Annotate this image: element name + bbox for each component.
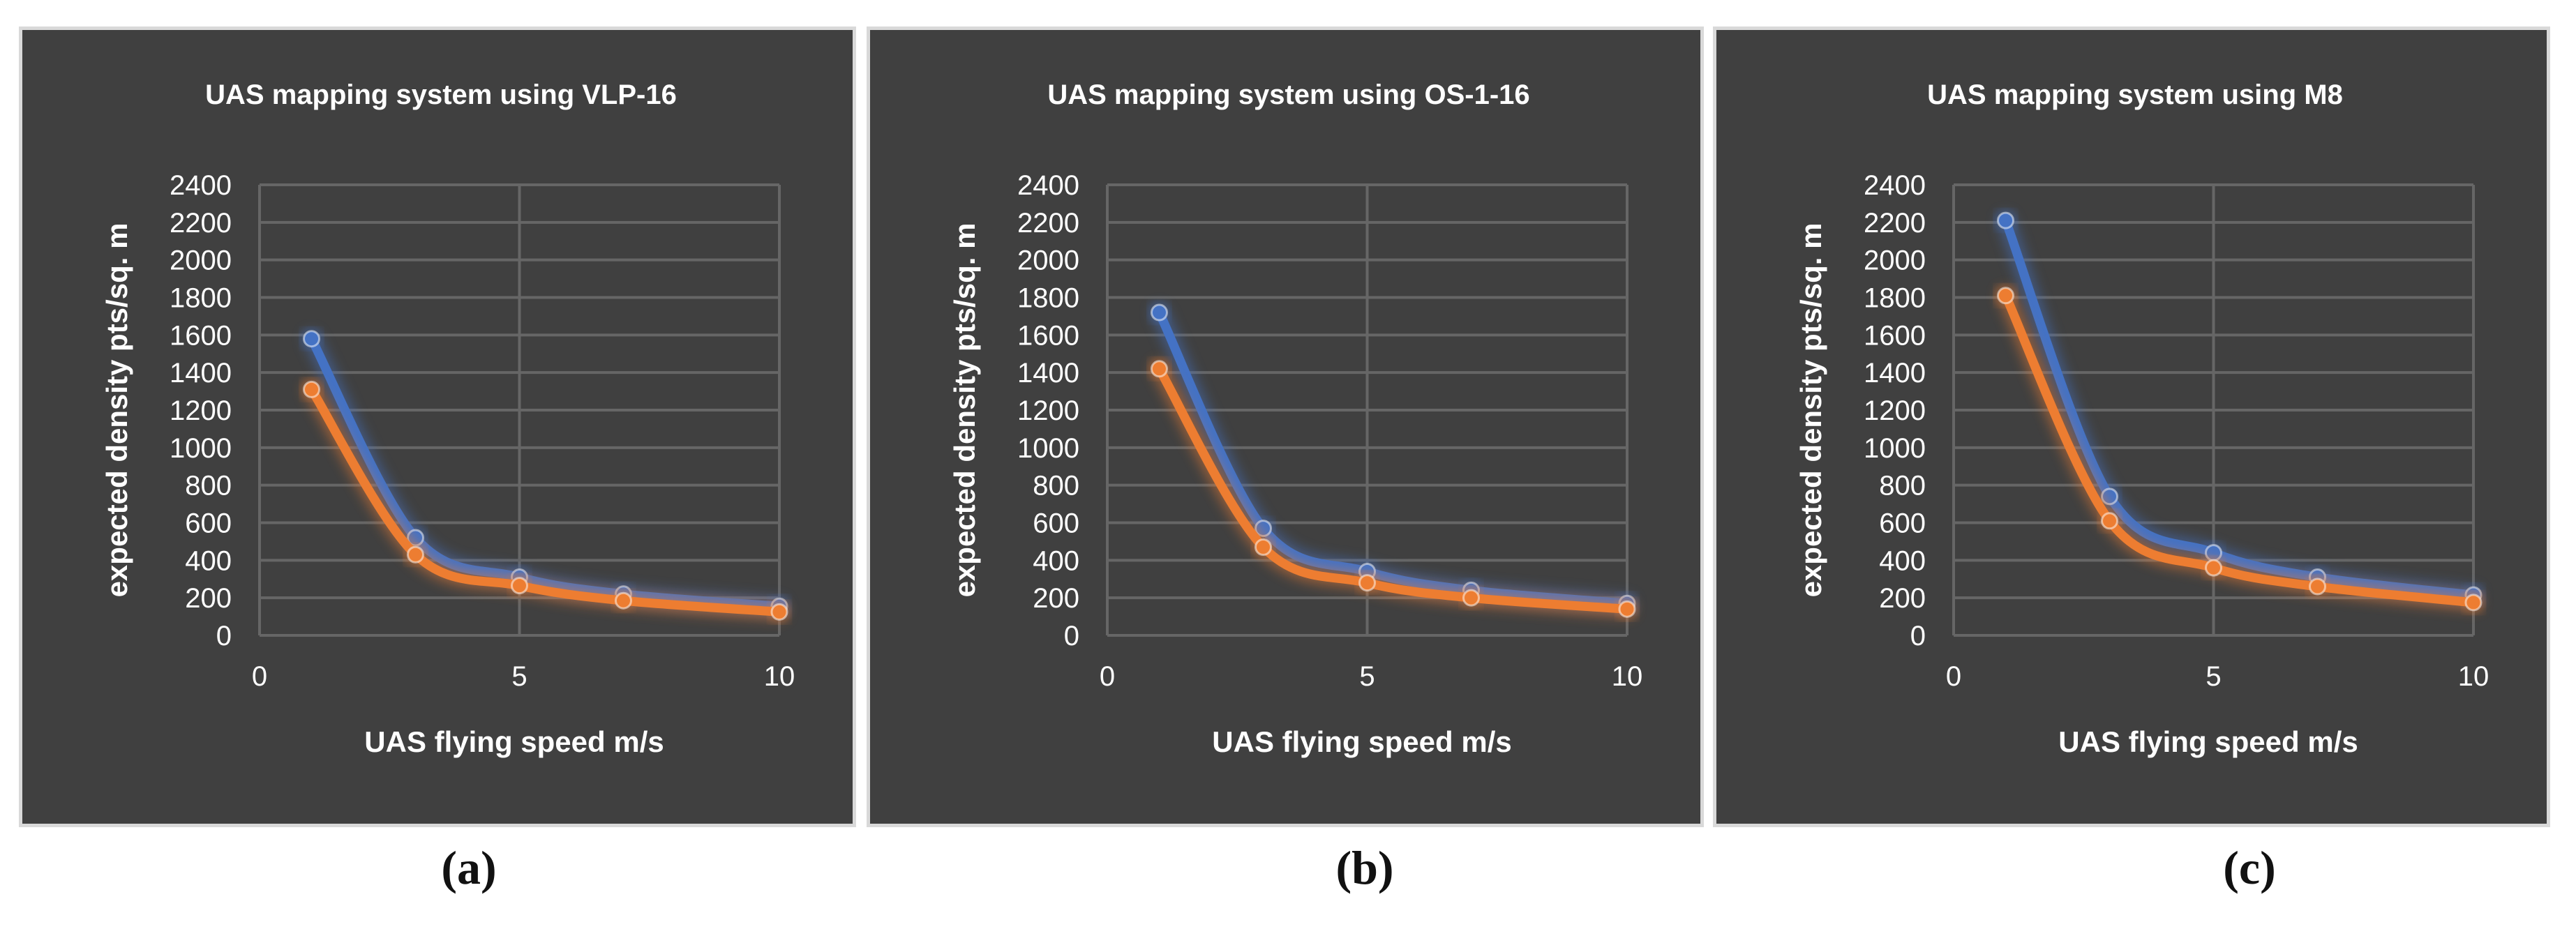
data-point <box>511 577 528 595</box>
chart-title: UAS mapping system using VLP-16 <box>205 80 677 110</box>
y-axis-label: expected density pts/sq. m <box>100 223 133 598</box>
y-tick-label: 1800 <box>1017 283 1079 314</box>
data-point <box>770 603 788 621</box>
y-tick-label: 2000 <box>1017 246 1079 276</box>
y-tick-label: 1800 <box>1864 283 1926 314</box>
x-axis-label: UAS flying speed m/s <box>2058 725 2358 758</box>
y-tick-label: 600 <box>1033 508 1079 539</box>
y-tick-label: 400 <box>1879 545 1926 576</box>
data-point <box>1618 600 1636 618</box>
y-tick-label: 0 <box>1910 621 1926 651</box>
y-tick-label: 2400 <box>1017 170 1079 201</box>
y-tick-label: 1400 <box>1017 358 1079 388</box>
data-point <box>303 380 320 398</box>
y-tick-label: 2200 <box>1017 208 1079 239</box>
x-tick-label: 0 <box>1946 661 1961 692</box>
data-point <box>1997 211 2014 229</box>
data-point <box>1255 538 1272 556</box>
caption-a: (a) <box>441 841 497 894</box>
y-tick-label: 200 <box>1033 583 1079 614</box>
data-point <box>2101 512 2118 530</box>
data-point <box>2309 577 2326 596</box>
y-tick-label: 2200 <box>170 208 232 239</box>
data-point <box>1462 589 1480 607</box>
x-tick-label: 10 <box>764 661 795 692</box>
data-point <box>1997 287 2014 305</box>
y-tick-label: 2000 <box>170 246 232 276</box>
x-tick-label: 5 <box>2206 661 2221 692</box>
y-tick-label: 600 <box>1879 508 1926 539</box>
y-tick-label: 1400 <box>1864 358 1926 388</box>
y-tick-label: 1000 <box>170 433 232 464</box>
series-blue-line <box>2001 216 2478 600</box>
chart-svg-b: UAS mapping system using OS-1-16 0 200 400 6… <box>948 80 1643 758</box>
x-tick-label: 10 <box>2458 661 2489 692</box>
chart-title: UAS mapping system using OS-1-16 <box>1047 80 1529 110</box>
y-tick-label: 0 <box>1064 621 1079 651</box>
x-tick-label: 5 <box>511 661 527 692</box>
y-tick-label: 1400 <box>170 358 232 388</box>
chart-title: UAS mapping system using M8 <box>1927 80 2343 110</box>
y-tick-label: 800 <box>1033 471 1079 501</box>
y-tick-label: 400 <box>185 545 232 576</box>
y-tick-label: 600 <box>185 508 232 539</box>
chart-panel-a: UAS mapping system using VLP-16 0 200 400 60… <box>19 27 856 827</box>
caption-c: (c) <box>2223 841 2276 894</box>
y-tick-label: 1600 <box>1864 320 1926 351</box>
y-tick-label: 800 <box>185 471 232 501</box>
x-tick-label: 5 <box>1359 661 1375 692</box>
y-tick-label: 1200 <box>1017 395 1079 426</box>
chart-svg-c: UAS mapping system using M8 0 200 400 600 800… <box>1795 80 2489 758</box>
x-tick-label: 10 <box>1612 661 1643 692</box>
y-axis-label: expected density pts/sq. m <box>1795 223 1827 598</box>
y-tick-label: 1200 <box>170 395 232 426</box>
y-tick-label: 2000 <box>1864 246 1926 276</box>
chart-panel-c: UAS mapping system using M8 0 200 400 600 800… <box>1713 27 2550 827</box>
x-tick-label: 0 <box>1100 661 1115 692</box>
data-point <box>2205 544 2222 562</box>
y-tick-label: 200 <box>1879 583 1926 614</box>
y-tick-label: 0 <box>216 621 232 651</box>
data-point <box>2205 559 2222 577</box>
y-tick-label: 400 <box>1033 545 1079 576</box>
series-blue-glow <box>1998 213 2481 603</box>
series-blue-glow <box>304 331 787 614</box>
y-tick-label: 2400 <box>1864 170 1926 201</box>
y-tick-label: 1800 <box>170 283 232 314</box>
y-tick-label: 200 <box>185 583 232 614</box>
y-axis-label: expected density pts/sq. m <box>948 223 981 598</box>
y-tick-label: 1600 <box>170 320 232 351</box>
y-tick-label: 2200 <box>1864 208 1926 239</box>
data-point <box>1358 574 1376 592</box>
data-point <box>1151 303 1168 322</box>
y-tick-label: 1000 <box>1864 433 1926 464</box>
data-point <box>2464 594 2483 612</box>
x-axis-label: UAS flying speed m/s <box>1212 725 1511 758</box>
caption-b: (b) <box>1335 841 1394 894</box>
x-axis-label: UAS flying speed m/s <box>364 725 664 758</box>
y-tick-label: 800 <box>1879 471 1926 501</box>
data-point <box>303 330 320 348</box>
x-tick-label: 0 <box>252 661 267 692</box>
data-point <box>1151 360 1168 378</box>
y-tick-label: 1600 <box>1017 320 1079 351</box>
y-tick-label: 1000 <box>1017 433 1079 464</box>
series-orange-line <box>2001 291 2478 607</box>
y-tick-label: 2400 <box>170 170 232 201</box>
data-point <box>407 545 424 564</box>
chart-svg-a: UAS mapping system using VLP-16 0 200 400 60… <box>100 80 795 758</box>
chart-panel-b: UAS mapping system using OS-1-16 0 200 400 6… <box>867 27 1704 827</box>
y-tick-label: 1200 <box>1864 395 1926 426</box>
data-point <box>615 591 632 610</box>
